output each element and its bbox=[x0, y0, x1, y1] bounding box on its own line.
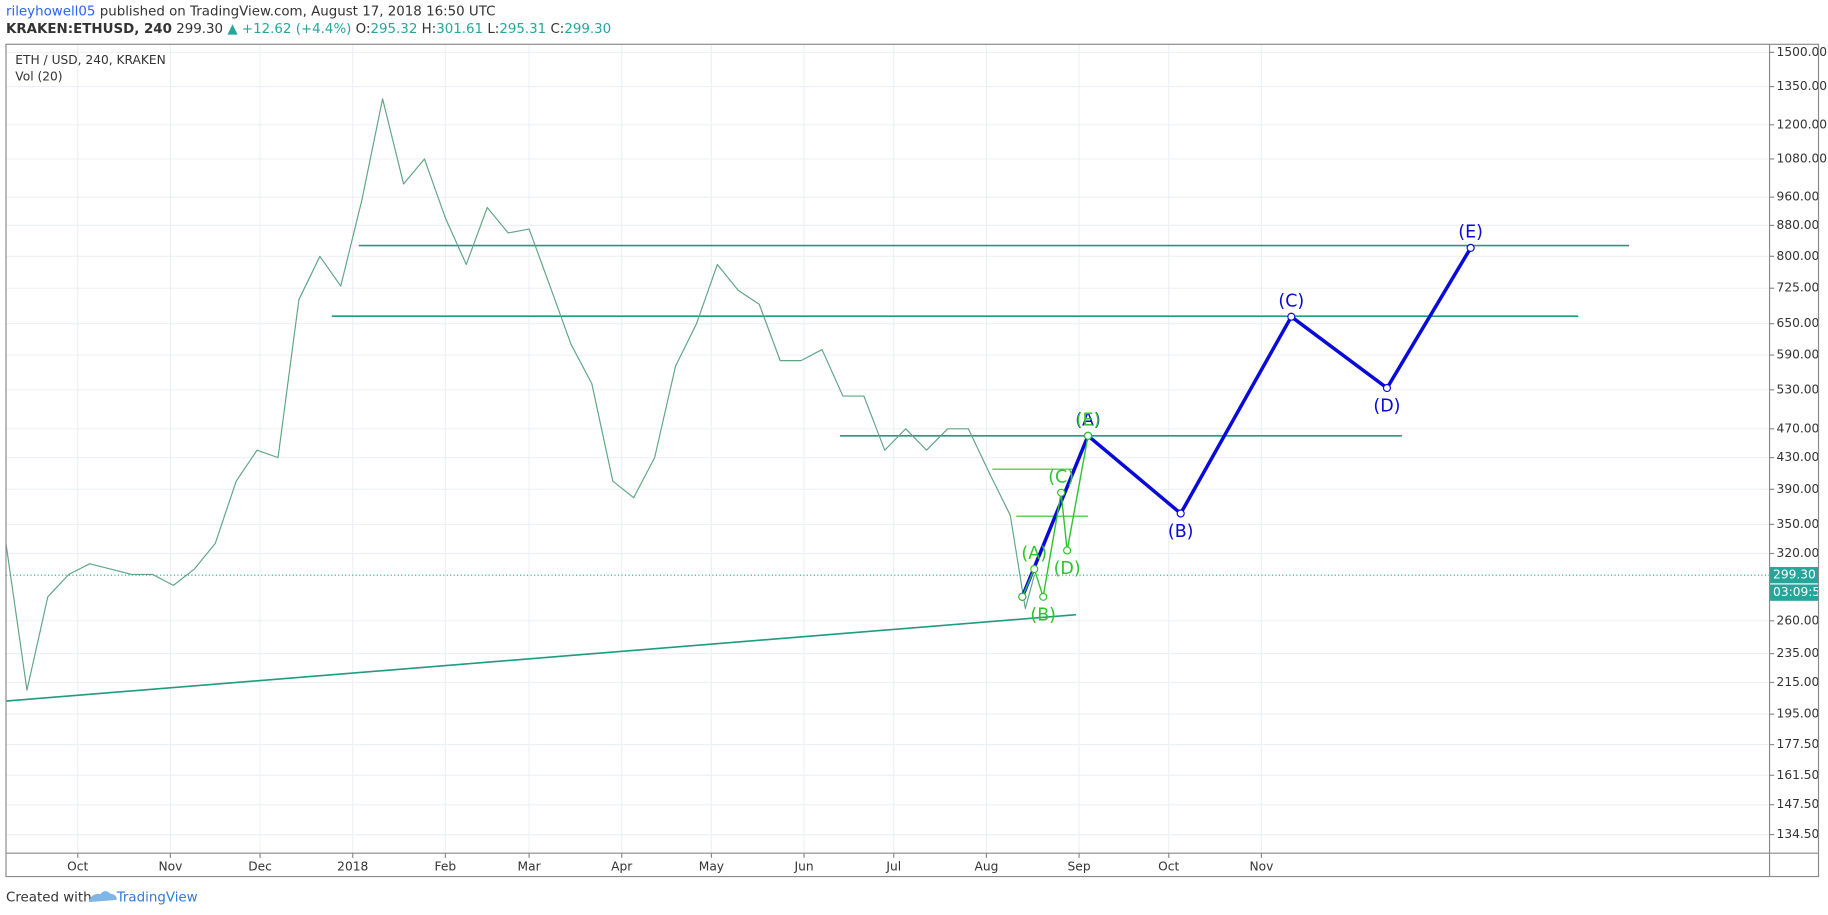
y-tick-label: 195.00 bbox=[1777, 707, 1820, 721]
wave-line bbox=[1020, 247, 1473, 598]
wave-label: (E) bbox=[1076, 411, 1101, 431]
y-tick-label: 725.00 bbox=[1777, 281, 1820, 295]
plot-area: (A)(B)(C)(D)(E)(A)(B)(C)(D)(E)299.3003:0… bbox=[5, 98, 1828, 702]
wave-point bbox=[1287, 312, 1296, 321]
y-tick-label: 430.00 bbox=[1777, 450, 1820, 464]
ohlc-label: C: bbox=[550, 22, 564, 37]
y-tick-label: 390.00 bbox=[1777, 482, 1820, 496]
last-price-label: 299.30 bbox=[1773, 568, 1816, 582]
author[interactable]: rileyhowell05 bbox=[6, 5, 95, 20]
y-tick-label: 470.00 bbox=[1777, 421, 1820, 435]
x-tick-label: Oct bbox=[67, 860, 88, 874]
price-line bbox=[5, 98, 1035, 691]
footer-brand[interactable]: TradingView bbox=[116, 891, 198, 906]
y-tick-label: 260.00 bbox=[1777, 613, 1820, 627]
x-tick-label: Dec bbox=[248, 860, 272, 874]
y-tick-label: 161.50 bbox=[1777, 768, 1820, 782]
y-tick-label: 590.00 bbox=[1777, 348, 1820, 362]
symbol: KRAKEN:ETHUSD, 240 bbox=[6, 22, 172, 37]
wave-label: (A) bbox=[1021, 544, 1047, 564]
grid: Oct Nov Dec 2018 Feb Mar Apr May Jun Jul Aug Sep Oct… bbox=[5, 44, 1828, 874]
wave-label: (D) bbox=[1054, 559, 1081, 579]
ohlc-value: 295.32 bbox=[371, 22, 418, 37]
legend-indicator: Vol (20) bbox=[15, 69, 62, 83]
ohlc-value: 295.31 bbox=[499, 22, 546, 37]
y-tick-label: 147.50 bbox=[1777, 797, 1820, 811]
symbol-line: KRAKEN:ETHUSD, 240 299.30 ▲ +12.62 (+4.4… bbox=[6, 22, 611, 37]
x-tick-label: Oct bbox=[1158, 860, 1179, 874]
x-tick-label: Apr bbox=[611, 860, 633, 874]
y-tick-label: 1080.00 bbox=[1777, 151, 1828, 165]
x-tick-label: Feb bbox=[435, 860, 457, 874]
x-tick-label: Nov bbox=[158, 860, 182, 874]
x-tick-label: 2018 bbox=[337, 860, 368, 874]
wave-point bbox=[1057, 488, 1066, 497]
y-tick-label: 1200.00 bbox=[1777, 117, 1828, 131]
wave-point bbox=[1063, 546, 1072, 555]
y-tick-label: 1500.00 bbox=[1777, 45, 1828, 59]
countdown: 03:09:59 bbox=[1773, 585, 1828, 599]
y-tick-label: 880.00 bbox=[1777, 218, 1820, 232]
y-tick-label: 350.00 bbox=[1777, 517, 1820, 531]
y-tick-label: 800.00 bbox=[1777, 249, 1820, 263]
wave-label: (C) bbox=[1278, 292, 1304, 312]
wave-point bbox=[1382, 383, 1392, 393]
x-tick-label: Jun bbox=[794, 860, 814, 874]
x-tick-label: Mar bbox=[518, 860, 542, 874]
wave-label: (A) bbox=[1075, 411, 1101, 431]
y-tick-label: 134.50 bbox=[1777, 827, 1820, 841]
y-tick-label: 235.00 bbox=[1777, 646, 1820, 660]
wave-point bbox=[1466, 243, 1475, 252]
y-tick-label: 215.00 bbox=[1777, 675, 1820, 689]
x-tick-label: Jul bbox=[885, 860, 901, 874]
wave-point bbox=[1083, 431, 1093, 440]
wave-point bbox=[1018, 592, 1027, 601]
wave-point bbox=[1030, 564, 1039, 574]
footer-created: Created with bbox=[6, 891, 92, 906]
y-tick-label: 650.00 bbox=[1777, 316, 1820, 330]
legend-series: ETH / USD, 240, KRAKEN bbox=[15, 53, 165, 67]
wave-label: (C) bbox=[1048, 468, 1074, 488]
y-tick-label: 1350.00 bbox=[1777, 79, 1828, 93]
y-tick-label: 177.50 bbox=[1777, 737, 1820, 751]
header-line: rileyhowell05 published on TradingView.c… bbox=[6, 5, 496, 20]
level-line bbox=[5, 613, 1077, 702]
x-tick-label: Nov bbox=[1249, 860, 1273, 874]
change: ▲ +12.62 (+4.4%) bbox=[227, 22, 351, 37]
published: published on TradingView.com, August 17,… bbox=[100, 5, 496, 20]
y-tick-label: 960.00 bbox=[1777, 190, 1820, 204]
frame bbox=[5, 43, 1820, 878]
wave-label: (E) bbox=[1458, 223, 1483, 243]
y-tick-label: 530.00 bbox=[1777, 382, 1820, 396]
brand-logo[interactable] bbox=[88, 891, 117, 903]
x-tick-label: Aug bbox=[974, 860, 998, 874]
wave-label: (D) bbox=[1373, 397, 1400, 417]
ohlc-value: 299.30 bbox=[564, 22, 611, 37]
wave-line bbox=[1021, 435, 1089, 598]
countdown-box bbox=[1769, 584, 1819, 601]
last-price-box bbox=[1769, 567, 1819, 584]
ohlc-value: 301.61 bbox=[436, 22, 483, 37]
ohlc-label: O: bbox=[356, 22, 371, 37]
x-tick-label: Sep bbox=[1068, 860, 1091, 874]
wave-label: (B) bbox=[1168, 522, 1194, 542]
last: 299.30 bbox=[176, 22, 223, 37]
ohlc-label: H: bbox=[422, 22, 437, 37]
wave-point bbox=[1039, 592, 1048, 601]
y-tick-label: 320.00 bbox=[1777, 546, 1820, 560]
ohlc-label: L: bbox=[487, 22, 499, 37]
wave-label: (B) bbox=[1030, 605, 1056, 625]
x-tick-label: May bbox=[699, 860, 724, 874]
wave-point bbox=[1176, 509, 1185, 518]
